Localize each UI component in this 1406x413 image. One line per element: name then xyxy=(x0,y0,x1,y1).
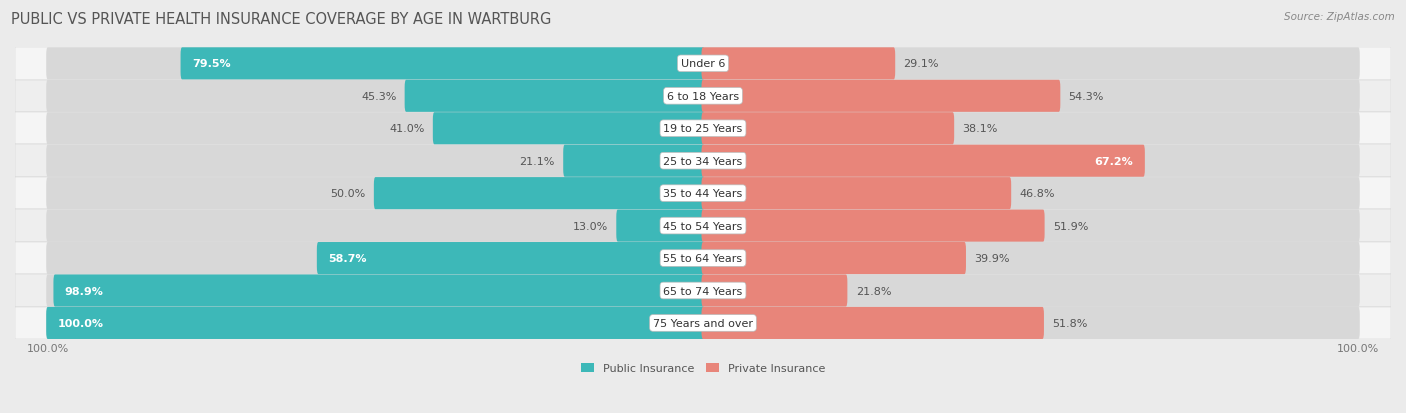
Text: 13.0%: 13.0% xyxy=(572,221,607,231)
Bar xyxy=(15,307,1391,339)
FancyBboxPatch shape xyxy=(702,178,1360,210)
FancyBboxPatch shape xyxy=(702,307,1360,339)
Bar xyxy=(15,81,1391,113)
Text: 35 to 44 Years: 35 to 44 Years xyxy=(664,189,742,199)
FancyBboxPatch shape xyxy=(46,81,704,113)
FancyBboxPatch shape xyxy=(702,178,1011,210)
Text: PUBLIC VS PRIVATE HEALTH INSURANCE COVERAGE BY AGE IN WARTBURG: PUBLIC VS PRIVATE HEALTH INSURANCE COVER… xyxy=(11,12,551,27)
FancyBboxPatch shape xyxy=(702,242,966,274)
Text: 50.0%: 50.0% xyxy=(330,189,366,199)
FancyBboxPatch shape xyxy=(316,242,704,274)
Text: 21.1%: 21.1% xyxy=(520,156,555,166)
Bar xyxy=(15,210,1391,242)
FancyBboxPatch shape xyxy=(702,113,1360,145)
Text: 58.7%: 58.7% xyxy=(328,254,367,263)
FancyBboxPatch shape xyxy=(46,145,704,177)
Text: 38.1%: 38.1% xyxy=(963,124,998,134)
Text: 46.8%: 46.8% xyxy=(1019,189,1054,199)
FancyBboxPatch shape xyxy=(53,275,704,307)
Text: 51.8%: 51.8% xyxy=(1052,318,1088,328)
Legend: Public Insurance, Private Insurance: Public Insurance, Private Insurance xyxy=(576,358,830,377)
Bar xyxy=(15,48,1391,81)
FancyBboxPatch shape xyxy=(564,145,704,177)
Bar xyxy=(15,178,1391,210)
Text: 98.9%: 98.9% xyxy=(65,286,104,296)
Text: 6 to 18 Years: 6 to 18 Years xyxy=(666,92,740,102)
FancyBboxPatch shape xyxy=(702,145,1360,177)
Bar xyxy=(15,145,1391,178)
FancyBboxPatch shape xyxy=(702,81,1060,113)
Text: Source: ZipAtlas.com: Source: ZipAtlas.com xyxy=(1284,12,1395,22)
FancyBboxPatch shape xyxy=(433,113,704,145)
Text: 54.3%: 54.3% xyxy=(1069,92,1104,102)
FancyBboxPatch shape xyxy=(702,48,896,80)
Text: 45.3%: 45.3% xyxy=(361,92,396,102)
Bar xyxy=(15,275,1391,307)
Text: 21.8%: 21.8% xyxy=(856,286,891,296)
FancyBboxPatch shape xyxy=(46,210,704,242)
Bar xyxy=(15,113,1391,145)
FancyBboxPatch shape xyxy=(702,210,1045,242)
Bar xyxy=(15,242,1391,275)
Text: 25 to 34 Years: 25 to 34 Years xyxy=(664,156,742,166)
FancyBboxPatch shape xyxy=(702,275,1360,307)
FancyBboxPatch shape xyxy=(702,275,848,307)
FancyBboxPatch shape xyxy=(702,81,1360,113)
FancyBboxPatch shape xyxy=(702,210,1360,242)
Text: 29.1%: 29.1% xyxy=(904,59,939,69)
Text: 65 to 74 Years: 65 to 74 Years xyxy=(664,286,742,296)
Text: 100.0%: 100.0% xyxy=(58,318,104,328)
Text: 51.9%: 51.9% xyxy=(1053,221,1088,231)
FancyBboxPatch shape xyxy=(46,178,704,210)
Text: 55 to 64 Years: 55 to 64 Years xyxy=(664,254,742,263)
Text: 39.9%: 39.9% xyxy=(974,254,1010,263)
FancyBboxPatch shape xyxy=(46,113,704,145)
FancyBboxPatch shape xyxy=(46,48,704,80)
FancyBboxPatch shape xyxy=(616,210,704,242)
FancyBboxPatch shape xyxy=(46,307,704,339)
FancyBboxPatch shape xyxy=(180,48,704,80)
Text: 41.0%: 41.0% xyxy=(389,124,425,134)
Text: 75 Years and over: 75 Years and over xyxy=(652,318,754,328)
FancyBboxPatch shape xyxy=(46,275,704,307)
Text: 67.2%: 67.2% xyxy=(1095,156,1133,166)
FancyBboxPatch shape xyxy=(702,48,1360,80)
FancyBboxPatch shape xyxy=(405,81,704,113)
Text: 19 to 25 Years: 19 to 25 Years xyxy=(664,124,742,134)
FancyBboxPatch shape xyxy=(46,242,704,274)
Text: 79.5%: 79.5% xyxy=(191,59,231,69)
Text: Under 6: Under 6 xyxy=(681,59,725,69)
FancyBboxPatch shape xyxy=(702,113,955,145)
FancyBboxPatch shape xyxy=(702,145,1144,177)
FancyBboxPatch shape xyxy=(702,242,1360,274)
FancyBboxPatch shape xyxy=(374,178,704,210)
FancyBboxPatch shape xyxy=(46,307,704,339)
Text: 45 to 54 Years: 45 to 54 Years xyxy=(664,221,742,231)
FancyBboxPatch shape xyxy=(702,307,1043,339)
